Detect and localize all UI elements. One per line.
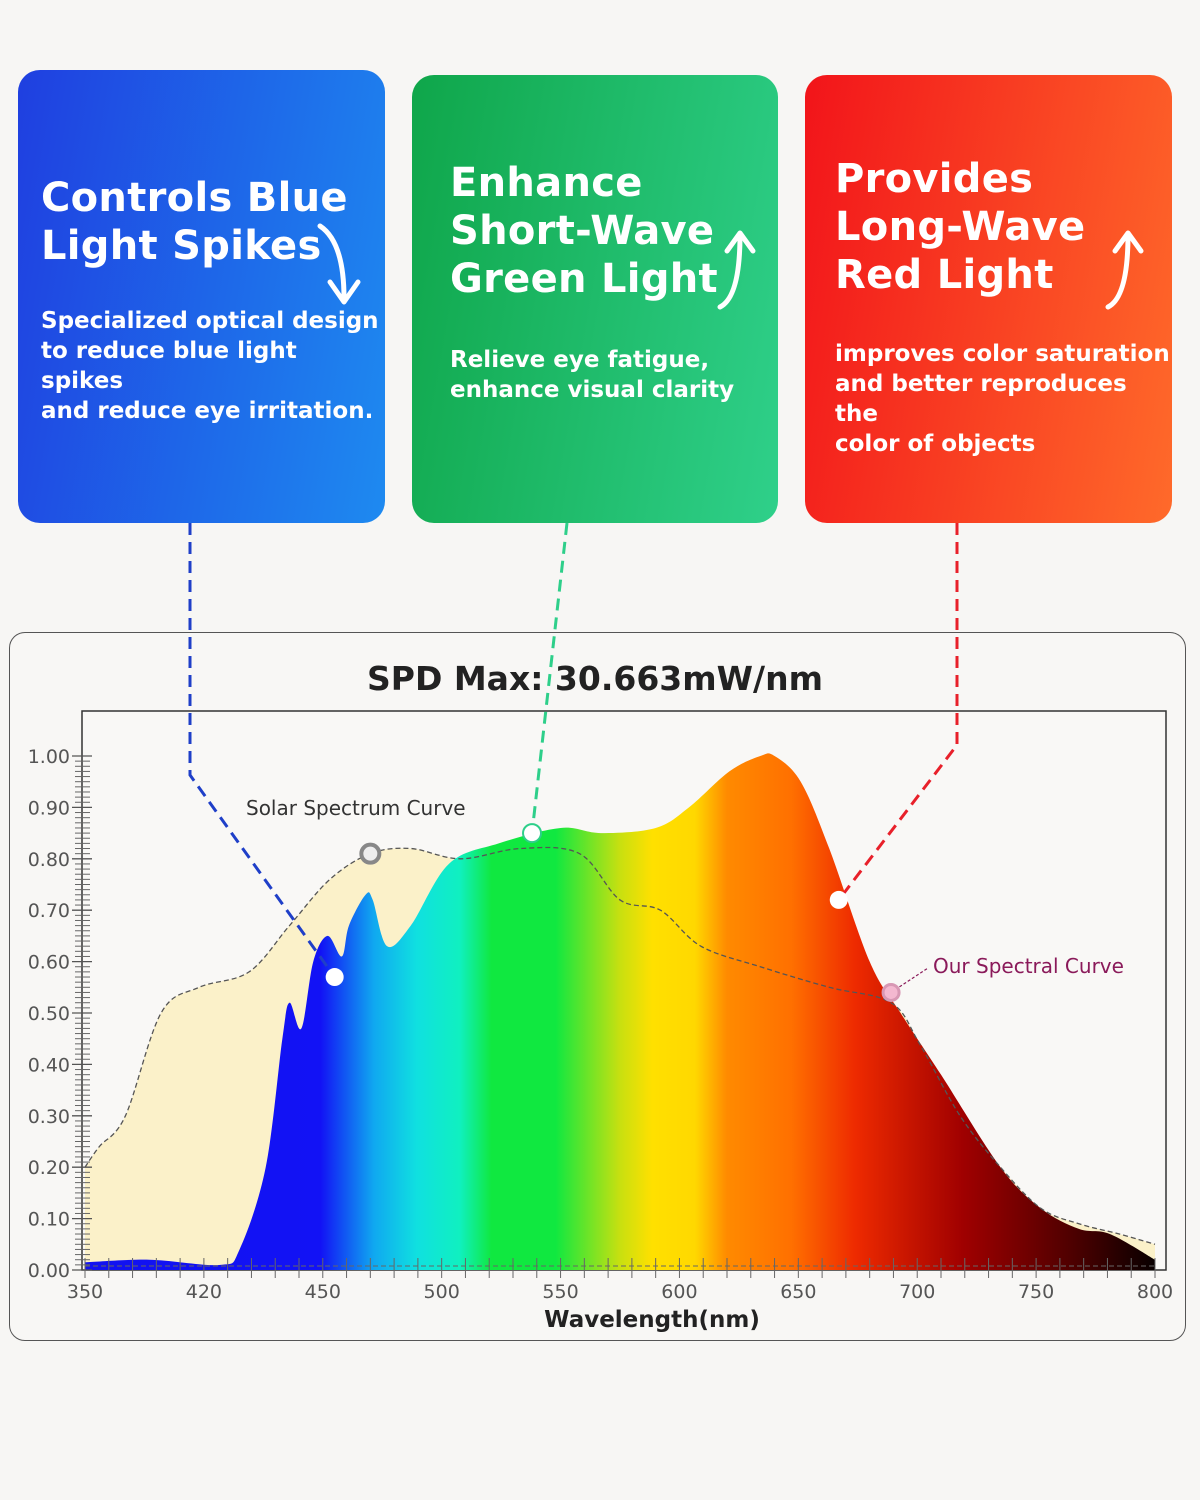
y-tick-label: 0.00 bbox=[28, 1260, 70, 1282]
arrow-up-icon bbox=[1105, 230, 1144, 310]
y-tick-label: 0.50 bbox=[28, 1003, 70, 1025]
y-tick-label: 0.70 bbox=[28, 900, 70, 922]
x-axis-label: Wavelength(nm) bbox=[544, 1307, 760, 1333]
x-tick-label: 800 bbox=[1137, 1281, 1173, 1303]
card-title-line: Green Light bbox=[450, 256, 718, 302]
y-tick-label: 0.80 bbox=[28, 849, 70, 871]
x-tick-label: 350 bbox=[67, 1281, 103, 1303]
y-tick-label: 0.10 bbox=[28, 1209, 70, 1231]
solar-curve-marker bbox=[359, 842, 382, 865]
y-tick-label: 0.40 bbox=[28, 1054, 70, 1076]
green-light-card: Enhance Short-Wave Green Light Relieve eye… bbox=[412, 75, 778, 523]
our-curve-label: Our Spectral Curve bbox=[933, 954, 1124, 978]
red-marker bbox=[829, 890, 848, 909]
card-body-line: color of objects bbox=[835, 431, 1036, 457]
red-leader-line bbox=[837, 523, 959, 901]
card-title-line: Controls Blue bbox=[41, 175, 348, 221]
blue-leader-line bbox=[188, 523, 336, 978]
card-body-line: Specialized optical design bbox=[41, 308, 379, 334]
y-tick-label: 0.90 bbox=[28, 797, 70, 819]
card-body-line: enhance visual clarity bbox=[450, 377, 735, 403]
green-leader-line bbox=[530, 522, 569, 834]
card-body-line: Relieve eye fatigue, bbox=[450, 347, 710, 373]
x-tick-label: 550 bbox=[542, 1281, 578, 1303]
y-tick-label: 0.60 bbox=[28, 952, 70, 974]
arrow-down-icon bbox=[317, 223, 361, 305]
x-tick-label: 420 bbox=[186, 1281, 222, 1303]
y-tick-label: 0.30 bbox=[28, 1106, 70, 1128]
our-spectral-area bbox=[85, 753, 1155, 1270]
card-title-line: Long-Wave bbox=[835, 204, 1086, 250]
x-tick-label: 600 bbox=[661, 1281, 697, 1303]
card-title-line: Short-Wave bbox=[450, 208, 715, 254]
blue-light-card: Controls Blue Light Spikes Specialized op… bbox=[18, 70, 385, 523]
solar-curve-label: Solar Spectrum Curve bbox=[246, 796, 466, 820]
y-tick-label: 0.20 bbox=[28, 1157, 70, 1179]
our-curve-marker bbox=[881, 982, 901, 1002]
card-body-line: and better reproduces the bbox=[835, 371, 1127, 427]
card-title-line: Red Light bbox=[835, 252, 1054, 298]
card-body-line: to reduce blue light spikes bbox=[41, 338, 297, 394]
x-tick-label: 750 bbox=[1018, 1281, 1054, 1303]
chart-title: SPD Max: 30.663mW/nm bbox=[367, 659, 823, 698]
arrow-up-icon bbox=[717, 230, 756, 310]
y-tick-label: 1.00 bbox=[28, 746, 70, 768]
card-title-line: Provides bbox=[835, 156, 1034, 202]
card-title-line: Enhance bbox=[450, 160, 643, 206]
card-title-line: Light Spikes bbox=[41, 223, 322, 269]
card-body-line: improves color saturation bbox=[835, 341, 1170, 367]
green-marker bbox=[522, 823, 543, 844]
solar-spectrum-line bbox=[84, 846, 1156, 1245]
x-tick-label: 650 bbox=[780, 1281, 816, 1303]
card-body-line: and reduce eye irritation. bbox=[41, 398, 374, 424]
red-light-card: Provides Long-Wave Red Light improves colo… bbox=[805, 75, 1172, 523]
x-tick-label: 500 bbox=[424, 1281, 460, 1303]
x-tick-label: 450 bbox=[305, 1281, 341, 1303]
blue-marker bbox=[325, 968, 344, 987]
x-tick-label: 700 bbox=[899, 1281, 935, 1303]
